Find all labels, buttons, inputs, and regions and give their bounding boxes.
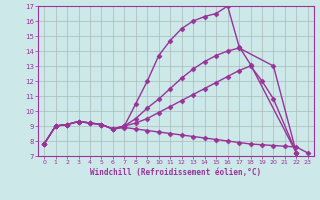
X-axis label: Windchill (Refroidissement éolien,°C): Windchill (Refroidissement éolien,°C) [91,168,261,177]
